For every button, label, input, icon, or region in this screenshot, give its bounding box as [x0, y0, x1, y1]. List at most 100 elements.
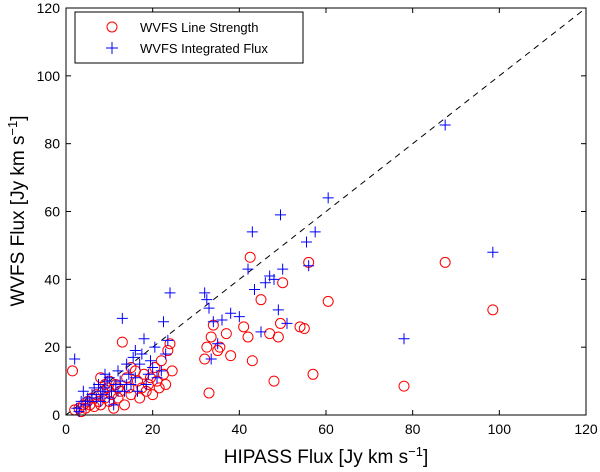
- line-strength-point: [246, 355, 258, 367]
- integrated-flux-point: [216, 314, 228, 326]
- integrated-flux-point: [158, 316, 169, 328]
- line-strength-point: [123, 382, 135, 394]
- line-strength-point: [322, 295, 334, 307]
- line-strength-point: [147, 389, 159, 401]
- line-strength-point: [255, 294, 267, 306]
- x-tick-label: 60: [318, 421, 334, 437]
- integrated-flux-point: [201, 294, 213, 306]
- integrated-flux-point: [84, 395, 96, 407]
- integrated-flux-point: [93, 378, 104, 390]
- integrated-flux-point: [322, 192, 334, 204]
- line-strength-point: [487, 304, 499, 316]
- line-strength-point: [203, 387, 215, 399]
- integrated-flux-point: [212, 338, 224, 350]
- integrated-flux-point: [272, 304, 284, 316]
- line-strength-point: [134, 392, 146, 404]
- integrated-flux-point: [149, 341, 161, 353]
- integrated-flux-point: [69, 353, 81, 365]
- x-tick-labels: 0 20 40 60 80 100 120: [62, 421, 598, 437]
- integrated-flux-point: [203, 302, 215, 314]
- integrated-flux-point: [309, 226, 321, 238]
- integrated-flux-point: [164, 287, 176, 299]
- legend-box: [74, 11, 304, 64]
- line-strength-point: [272, 331, 284, 343]
- x-axis-label: HIPASS Flux [Jy km s−1]: [224, 444, 429, 468]
- integrated-flux-point: [95, 385, 107, 397]
- y-tick-label: 40: [44, 271, 60, 287]
- line-strength-point: [125, 362, 137, 374]
- integrated-flux-point: [103, 392, 115, 404]
- integrated-flux-point: [155, 365, 167, 377]
- series-integrated-flux-layer: [69, 119, 499, 418]
- integrated-flux-point: [303, 260, 315, 272]
- axis-ticks-layer: [65, 7, 587, 416]
- integrated-flux-point: [275, 209, 286, 221]
- integrated-flux-point: [160, 348, 172, 360]
- legend-circle-marker: [106, 21, 118, 33]
- line-strength-point: [164, 338, 176, 350]
- x-tick-label: 20: [145, 421, 161, 437]
- legend-label-line-strength: WVFS Line Strength: [140, 20, 259, 35]
- line-strength-point: [67, 365, 78, 377]
- line-strength-point: [268, 375, 280, 387]
- integrated-flux-point: [132, 385, 143, 397]
- integrated-flux-point: [127, 351, 139, 363]
- line-strength-point: [214, 341, 226, 353]
- y-tick-label: 20: [44, 339, 60, 355]
- integrated-flux-point: [114, 375, 126, 387]
- x-tick-label: 80: [405, 421, 421, 437]
- line-strength-point: [307, 368, 319, 380]
- integrated-flux-point: [281, 317, 293, 329]
- integrated-flux-point: [199, 287, 211, 299]
- line-strength-point: [119, 399, 130, 411]
- integrated-flux-point: [246, 226, 258, 238]
- integrated-flux-point: [225, 307, 237, 319]
- x-tick-label: 40: [232, 421, 248, 437]
- integrated-flux-point: [112, 385, 124, 397]
- integrated-flux-point: [142, 368, 154, 380]
- integrated-flux-point: [123, 368, 135, 380]
- integrated-flux-point: [249, 284, 260, 296]
- y-tick-label: 80: [44, 136, 60, 152]
- integrated-flux-point: [121, 358, 133, 370]
- integrated-flux-point: [116, 312, 128, 324]
- integrated-flux-point: [145, 355, 156, 367]
- integrated-flux-point: [207, 316, 219, 328]
- y-tick-labels: 0 20 40 60 80 100 120: [37, 0, 61, 423]
- integrated-flux-point: [134, 358, 146, 370]
- integrated-flux-point: [147, 362, 159, 374]
- line-strength-point: [398, 380, 410, 392]
- line-strength-point: [220, 328, 232, 340]
- line-strength-point: [298, 323, 310, 335]
- y-tick-label: 0: [52, 407, 60, 423]
- legend-plus-marker: [106, 42, 118, 54]
- x-tick-label: 100: [488, 421, 512, 437]
- integrated-flux-point: [277, 263, 289, 275]
- y-axis-label: WVFS Flux [Jy km s−1]: [5, 115, 29, 306]
- integrated-flux-point: [136, 348, 148, 360]
- integrated-flux-point: [95, 395, 107, 407]
- line-strength-point: [116, 336, 128, 348]
- line-strength-point: [166, 365, 178, 377]
- line-strength-point: [160, 378, 172, 390]
- line-strength-point: [201, 341, 213, 353]
- integrated-flux-point: [439, 119, 451, 131]
- legend-label-integrated-flux: WVFS Integrated Flux: [140, 41, 268, 56]
- line-strength-point: [153, 382, 165, 394]
- integrated-flux-point: [255, 326, 267, 338]
- legend: WVFS Line Strength WVFS Integrated Flux: [74, 11, 304, 64]
- integrated-flux-point: [487, 246, 499, 258]
- y-tick-label: 60: [44, 204, 60, 220]
- y-tick-label: 100: [37, 68, 61, 84]
- line-strength-point: [277, 277, 289, 289]
- integrated-flux-point: [140, 378, 152, 390]
- integrated-flux-point: [129, 372, 141, 384]
- integrated-flux-point: [108, 399, 120, 411]
- x-tick-label: 0: [62, 421, 70, 437]
- integrated-flux-point: [77, 385, 89, 397]
- line-strength-point: [244, 251, 256, 263]
- integrated-flux-point: [268, 273, 280, 285]
